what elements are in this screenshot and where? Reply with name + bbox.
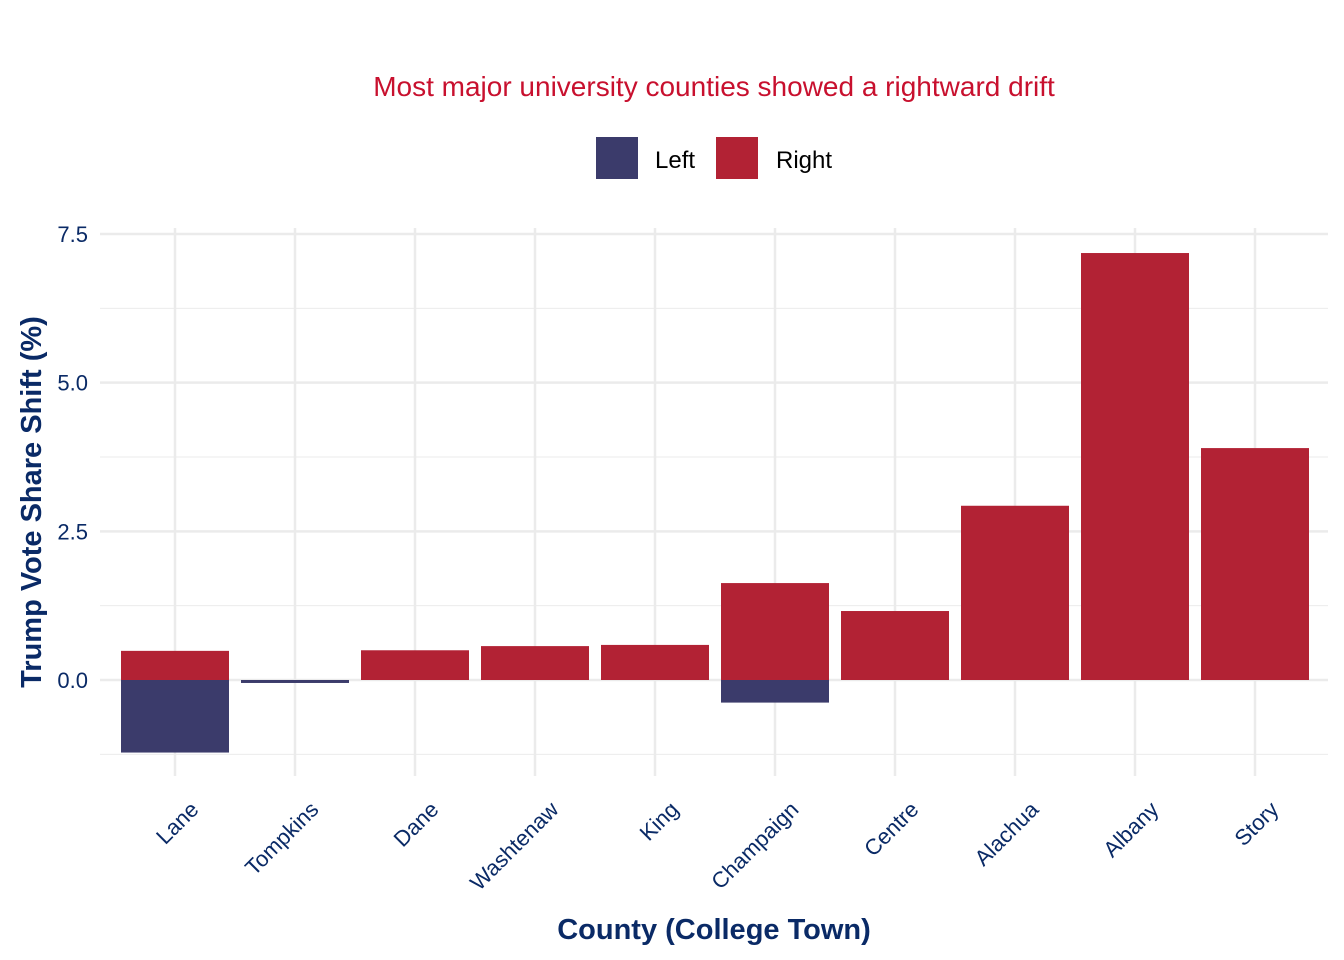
x-tick-label: Alachua: [970, 796, 1044, 870]
bar-right-story: [1201, 448, 1309, 680]
y-tick-label: 2.5: [57, 519, 88, 544]
y-axis-ticks: 0.0 2.5 5.0 7.5: [57, 222, 88, 693]
x-axis-title: County (College Town): [557, 914, 871, 946]
bar-right-dane: [361, 650, 469, 680]
bar-right-albany: [1081, 253, 1189, 680]
x-tick-label: Albany: [1098, 797, 1163, 862]
x-axis-ticks: Lane Tompkins Dane Washtenaw King Champaign Ce…: [151, 796, 1283, 895]
chart-title: Most major university counties showed a …: [373, 71, 1055, 102]
bar-right-lane: [121, 650, 229, 680]
y-axis-title: Trump Vote Share Shift (%): [16, 316, 48, 688]
bar-right-champaign: [721, 583, 829, 680]
legend: Left Right: [596, 137, 832, 179]
x-tick-label: Lane: [151, 797, 203, 849]
bar-right-king: [601, 644, 709, 680]
x-tick-label: Champaign: [706, 797, 803, 894]
legend-swatch-right: [716, 137, 758, 179]
legend-label-right: Right: [776, 147, 832, 174]
bar-right-alachua: [961, 505, 1069, 680]
y-tick-label: 5.0: [57, 371, 88, 396]
bar-left-tompkins: [241, 680, 349, 683]
x-tick-label: Washtenaw: [465, 797, 563, 895]
bars: [121, 253, 1309, 753]
bar-right-centre: [841, 611, 949, 680]
bar-left-champaign: [721, 680, 829, 703]
y-tick-label: 0.0: [57, 668, 88, 693]
x-tick-label: Story: [1229, 797, 1283, 851]
x-tick-label: Centre: [859, 797, 923, 861]
x-tick-label: Dane: [389, 797, 444, 852]
y-tick-label: 7.5: [57, 222, 88, 247]
x-tick-label: Tompkins: [240, 797, 323, 880]
bar-right-washtenaw: [481, 646, 589, 680]
x-tick-label: King: [635, 797, 684, 846]
legend-label-left: Left: [655, 147, 695, 174]
legend-swatch-left: [596, 137, 638, 179]
bar-left-lane: [121, 680, 229, 753]
